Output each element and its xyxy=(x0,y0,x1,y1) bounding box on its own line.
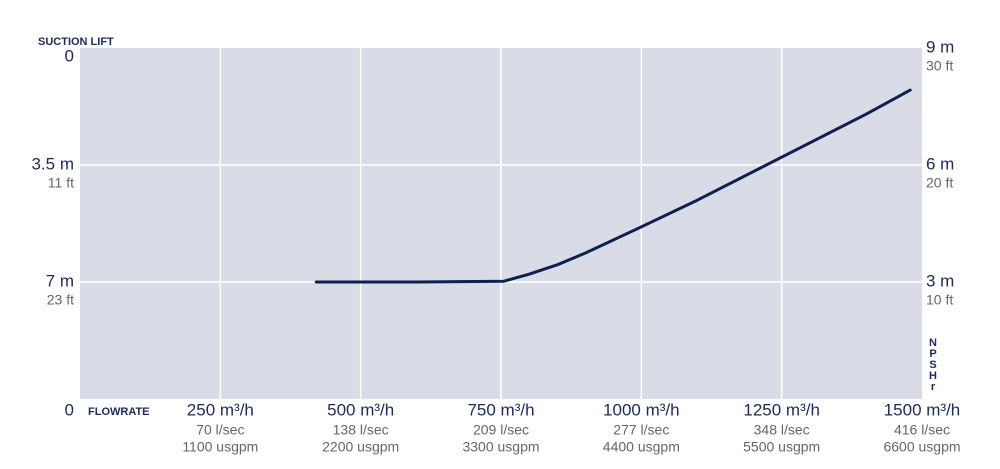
x-tick-label: 750 m³/h xyxy=(467,400,534,419)
y2-tick-label: 9 m xyxy=(926,37,954,56)
x-tick-sublabel: 416 l/sec xyxy=(894,422,950,438)
x-tick-sublabel: 277 l/sec xyxy=(613,422,669,438)
x-axis-title: FLOWRATE xyxy=(88,406,150,418)
x-tick-sublabel: 138 l/sec xyxy=(333,422,389,438)
x-tick-sublabel: 348 l/sec xyxy=(754,422,810,438)
y-tick-label: 0 xyxy=(65,46,74,65)
y2-tick-sublabel: 10 ft xyxy=(926,292,953,308)
x-tick-label: 1000 m³/h xyxy=(603,400,680,419)
x-tick-label: 250 m³/h xyxy=(187,400,254,419)
x-tick-label: 1250 m³/h xyxy=(743,400,820,419)
x-tick-label: 0 xyxy=(65,400,74,419)
x-tick-label: 1500 m³/h xyxy=(884,400,961,419)
y-tick-label: 7 m xyxy=(46,271,74,290)
y2-tick-sublabel: 20 ft xyxy=(926,175,953,191)
y2-tick-label: 6 m xyxy=(926,154,954,173)
x-tick-sublabel: 1100 usgpm xyxy=(182,439,258,455)
x-tick-sublabel: 209 l/sec xyxy=(473,422,529,438)
y-tick-sublabel: 11 ft xyxy=(48,175,74,191)
line-series xyxy=(314,88,912,284)
x-tick-sublabel: 3300 usgpm xyxy=(462,439,539,455)
y-axis-title: SUCTION LIFT xyxy=(38,36,114,48)
x-tick-sublabel: 5500 usgpm xyxy=(743,439,820,455)
y2-tick-label: 3 m xyxy=(926,271,954,290)
x-tick-sublabel: 2200 usgpm xyxy=(322,439,399,455)
y-tick-sublabel: 23 ft xyxy=(47,292,74,308)
y2-tick-sublabel: 30 ft xyxy=(926,58,953,74)
x-tick-label: 500 m³/h xyxy=(327,400,394,419)
x-tick-sublabel: 4400 usgpm xyxy=(603,439,680,455)
y-tick-label: 3.5 m xyxy=(31,154,74,173)
x-tick-sublabel: 6600 usgpm xyxy=(883,439,960,455)
x-tick-sublabel: 70 l/sec xyxy=(196,422,244,438)
